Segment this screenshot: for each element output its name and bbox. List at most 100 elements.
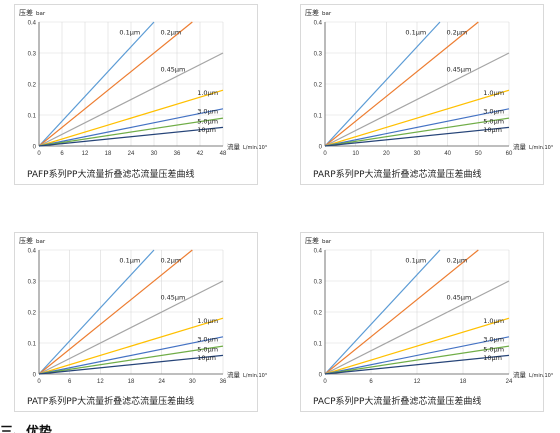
chart-caption: PARP系列PP大流量折叠滤芯流量压差曲线 xyxy=(313,170,482,180)
y-tick-label: 0.3 xyxy=(314,280,323,286)
y-tick-label: 0.4 xyxy=(28,249,37,255)
series-label: 0.45μm xyxy=(446,66,471,74)
series-line-02m xyxy=(38,249,193,375)
y-axis-unit: bar xyxy=(36,239,46,245)
y-tick-label: 0.2 xyxy=(28,83,37,89)
series-label: 0.45μm xyxy=(160,294,185,302)
series-line-01m xyxy=(38,21,155,147)
series-line-02m xyxy=(38,21,193,147)
series-label: 0.1μm xyxy=(405,28,426,36)
x-tick-label: 24 xyxy=(158,379,165,385)
x-tick-label: 0 xyxy=(323,379,327,385)
y-axis-title: 压差 xyxy=(305,236,319,245)
series-line-01m xyxy=(324,21,441,147)
series-label: 0.2μm xyxy=(160,256,181,264)
x-tick-label: 12 xyxy=(97,379,104,385)
x-tick-label: 18 xyxy=(105,151,112,157)
series-label: 5.0μm xyxy=(483,346,504,354)
y-tick-label: 0 xyxy=(319,145,323,151)
y-tick-label: 0 xyxy=(33,373,37,379)
x-tick-label: 0 xyxy=(37,151,41,157)
x-tick-label: 48 xyxy=(220,151,227,157)
y-tick-label: 0.1 xyxy=(314,114,323,120)
y-axis-title: 压差 xyxy=(19,236,33,245)
chart-panel-patp: 0 0.1 0.2 0.3 0.4 0 6 12 18 24 30 36 压差 bar 流量 L/min.10… xyxy=(14,232,267,412)
x-tick-label: 18 xyxy=(460,379,467,385)
series-label: 0.1μm xyxy=(119,28,140,36)
x-tick-label: 36 xyxy=(220,379,227,385)
y-tick-label: 0.1 xyxy=(314,342,323,348)
series-line-01m xyxy=(38,249,155,375)
x-axis-title: 流量 xyxy=(227,142,241,151)
y-axis-unit: bar xyxy=(322,239,332,245)
series-line-10m xyxy=(324,126,510,147)
x-axis-title: 流量 xyxy=(513,142,527,151)
x-tick-label: 6 xyxy=(369,379,373,385)
series-label: 5.0μm xyxy=(483,118,504,126)
series-line-30m xyxy=(324,336,510,375)
x-tick-label: 12 xyxy=(414,379,421,385)
series-line-50m xyxy=(324,117,510,147)
x-axis-label: 流量 L/min.10³ xyxy=(513,370,553,379)
series-label: 5.0μm xyxy=(197,346,218,354)
x-axis-title: 流量 xyxy=(513,370,527,379)
x-axis-unit: L/min.10³ xyxy=(529,145,553,151)
series-line-045m xyxy=(38,280,224,375)
y-axis-label: 压差 bar xyxy=(305,236,332,245)
x-axis-label: 流量 L/min.10³ xyxy=(227,370,267,379)
series-line-045m xyxy=(324,52,510,147)
chart-pafp: 0 0.1 0.2 0.3 0.4 0 6 12 18 24 30 36 42 48 压差 bar 流量 L/mi… xyxy=(19,8,267,157)
series-label: 5.0μm xyxy=(197,118,218,126)
series-label: 1.0μm xyxy=(197,89,218,97)
x-tick-label: 6 xyxy=(68,379,72,385)
y-axis-unit: bar xyxy=(322,11,332,17)
series-line-30m xyxy=(38,108,224,147)
series-label: 1.0μm xyxy=(483,317,504,325)
series-label: 0.45μm xyxy=(160,66,185,74)
x-axis-unit: L/min.10³ xyxy=(243,145,267,151)
series-line-10m xyxy=(324,89,510,147)
series-line-02m xyxy=(324,21,479,147)
y-tick-label: 0.2 xyxy=(314,83,323,89)
series-label: 3.0μm xyxy=(197,107,218,115)
y-axis-title: 压差 xyxy=(305,8,319,17)
y-axis-unit: bar xyxy=(36,11,46,17)
x-tick-label: 50 xyxy=(475,151,482,157)
series-label: 0.2μm xyxy=(446,28,467,36)
y-tick-label: 0 xyxy=(33,145,37,151)
y-tick-label: 0.4 xyxy=(314,21,323,27)
series-label: 0.1μm xyxy=(119,256,140,264)
series-line-10m xyxy=(38,354,224,375)
x-tick-label: 12 xyxy=(82,151,89,157)
x-tick-label: 36 xyxy=(174,151,181,157)
x-tick-label: 20 xyxy=(383,151,390,157)
y-tick-label: 0.1 xyxy=(28,342,37,348)
series-line-10m xyxy=(38,89,224,147)
series-line-30m xyxy=(324,108,510,147)
y-tick-label: 0.3 xyxy=(314,52,323,58)
series-label: 3.0μm xyxy=(197,335,218,343)
y-axis-label: 压差 bar xyxy=(19,236,46,245)
x-axis-label: 流量 L/min.10³ xyxy=(513,142,553,151)
series-line-10m xyxy=(324,317,510,375)
y-tick-label: 0.3 xyxy=(28,52,37,58)
chart-pacp: 0 0.1 0.2 0.3 0.4 0 6 12 18 24 压差 bar 流量 L/min.10³ 0.1… xyxy=(305,236,553,385)
chart-caption: PAFP系列PP大流量折叠滤芯流量压差曲线 xyxy=(27,170,195,180)
x-tick-label: 24 xyxy=(128,151,135,157)
x-tick-label: 10 xyxy=(352,151,359,157)
series-line-045m xyxy=(324,280,510,375)
series-label: 0.45μm xyxy=(446,294,471,302)
series-line-10m xyxy=(38,126,224,147)
y-tick-label: 0.3 xyxy=(28,280,37,286)
series-line-50m xyxy=(38,345,224,375)
x-axis-unit: L/min.10³ xyxy=(529,373,553,379)
series-label: 0.2μm xyxy=(446,256,467,264)
x-tick-label: 30 xyxy=(189,379,196,385)
x-tick-label: 30 xyxy=(414,151,421,157)
x-tick-label: 30 xyxy=(151,151,158,157)
series-line-045m xyxy=(38,52,224,147)
chart-caption: PATP系列PP大流量折叠滤芯流量压差曲线 xyxy=(27,397,195,407)
y-tick-label: 0.4 xyxy=(28,21,37,27)
x-tick-label: 40 xyxy=(444,151,451,157)
y-axis-label: 压差 bar xyxy=(305,8,332,17)
